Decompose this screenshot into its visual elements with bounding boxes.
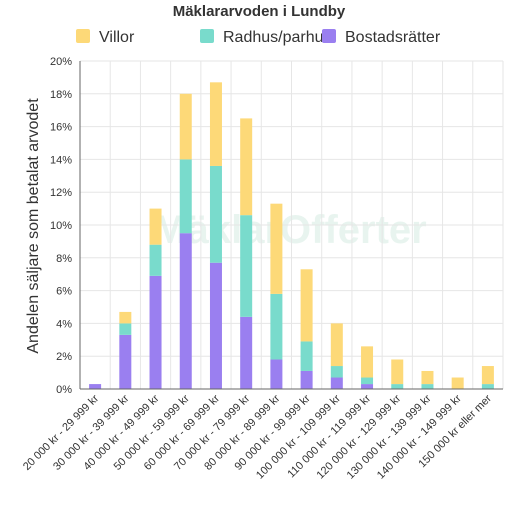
bar-segment [481,366,494,385]
bar-segment [179,233,192,389]
bar-segment [119,311,132,324]
bar-segment [119,334,132,389]
bar-segment [451,377,464,389]
bar-segment [330,377,343,389]
bar-segment [361,346,374,378]
bar-segment [149,208,162,245]
legend-swatch [322,29,336,43]
bar-segment [361,384,374,389]
bar-segment [89,384,102,389]
bar-segment [361,377,374,385]
legend-label: Bostadsrätter [345,29,441,46]
bar-segment [179,93,192,160]
bar-segment [240,215,253,317]
y-tick-label: 2% [56,351,72,363]
bar-segment [149,275,162,389]
axes [79,61,503,390]
bar-segment [209,262,222,389]
legend-swatch [76,29,90,43]
y-tick-label: 12% [50,187,72,199]
bar-segment [119,323,132,335]
bar-segment [300,370,313,389]
y-axis-label: Andelen säljare som betalat arvodet [25,98,42,354]
y-axis-ticks: 0% 2% 4% 6% 8% 10% 12% 14% 16% 18% 20% [50,56,72,396]
y-tick-label: 18% [50,89,72,101]
bar-segment [209,165,222,263]
legend-swatch [200,29,214,43]
bar-segment [270,359,283,389]
bar-segment [300,341,313,371]
y-tick-label: 20% [50,56,72,68]
y-tick-label: 6% [56,286,72,298]
y-tick-label: 8% [56,253,72,265]
y-tick-label: 10% [50,220,72,232]
watermark-text: MäklarOfferter [153,208,426,252]
bar-segment [209,82,222,166]
bar-segment [270,203,283,294]
bar-segment [240,316,253,389]
bars [89,82,494,389]
chart-title: Mäklararvoden i Lundby [173,3,346,20]
bar-segment [481,384,494,389]
y-tick-label: 14% [50,154,72,166]
bar-segment [240,118,253,216]
bar-segment [330,366,343,378]
bar-segment [421,370,434,385]
bar-segment [300,269,313,342]
legend-label: Villor [99,29,135,46]
bar-segment [421,384,434,389]
bar-segment [270,293,283,360]
gridlines [79,60,504,390]
y-tick-label: 0% [56,384,72,396]
bar-segment [330,323,343,367]
y-tick-label: 4% [56,318,72,330]
legend-label: Radhus/parhus [223,29,332,46]
bar-segment [391,359,404,385]
bar-segment [179,159,192,234]
bar-segment [149,244,162,276]
legend: Villor Radhus/parhus Bostadsrätter [76,29,441,46]
y-tick-label: 16% [50,122,72,134]
bar-segment [391,384,404,389]
